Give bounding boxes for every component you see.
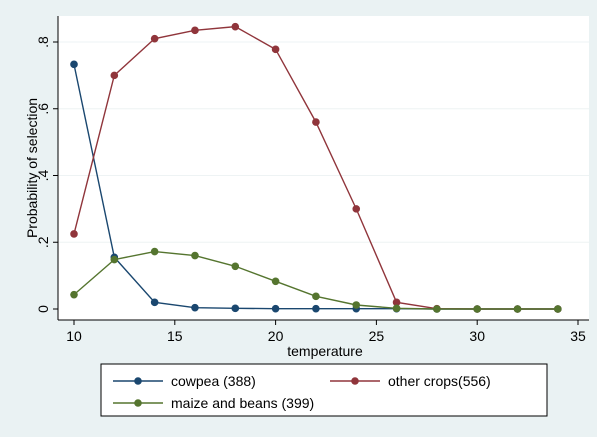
y-tick-label: .4 [35,169,51,181]
data-point [150,247,159,256]
x-tick-label: 35 [570,328,586,344]
data-point [191,303,199,312]
x-tick-label: 30 [469,328,485,344]
y-axis-title: Probability of selection [24,98,40,238]
legend-item: cowpea (388) [113,373,256,389]
data-point [110,255,119,264]
data-point [150,298,159,307]
data-point [513,305,522,313]
data-point [191,26,199,35]
data-point [70,60,78,69]
legend-marker [134,377,142,385]
data-point [433,305,441,313]
data-point [312,118,320,126]
y-tick-label: .2 [35,236,51,248]
legend-label: other crops(556) [388,373,491,389]
data-point [150,34,159,43]
y-tick-label: .8 [35,36,51,48]
x-tick-label: 15 [167,328,183,344]
axes: 0 .2 .4 .6 .8 10 15 20 25 30 35 [35,16,589,344]
data-point [352,301,361,309]
data-point [271,304,280,313]
data-point [110,71,119,80]
legend-box [100,363,548,417]
legend-marker [351,377,359,385]
x-tick-label: 10 [66,328,82,344]
grid [58,41,589,243]
data-point [271,45,280,54]
legend-item: other crops(556) [330,373,491,389]
series-3 [70,247,562,313]
y-tick-label: .6 [35,103,51,115]
data-point [312,292,320,301]
data-point [70,230,78,238]
data-point [70,290,78,299]
data-point [352,205,361,213]
x-tick-label: 20 [268,328,284,344]
data-point [312,304,320,313]
x-axis-title: temperature [287,343,363,359]
series-layer [70,22,562,313]
data-point [473,305,482,313]
legend: cowpea (388) other crops(556) maize and be… [100,363,548,417]
data-point [231,262,240,271]
plot-background [58,16,589,320]
legend-marker [134,399,142,407]
legend-label: maize and beans (399) [171,395,314,411]
data-point [392,304,401,313]
legend-item: maize and beans (399) [113,395,314,411]
data-point [271,277,280,286]
legend-label: cowpea (388) [171,373,256,389]
data-point [231,304,240,313]
data-point [554,305,562,313]
data-point [231,22,240,31]
x-tick-label: 25 [369,328,385,344]
data-point [392,298,401,307]
y-tick-label: 0 [35,305,51,313]
data-point [191,251,199,260]
